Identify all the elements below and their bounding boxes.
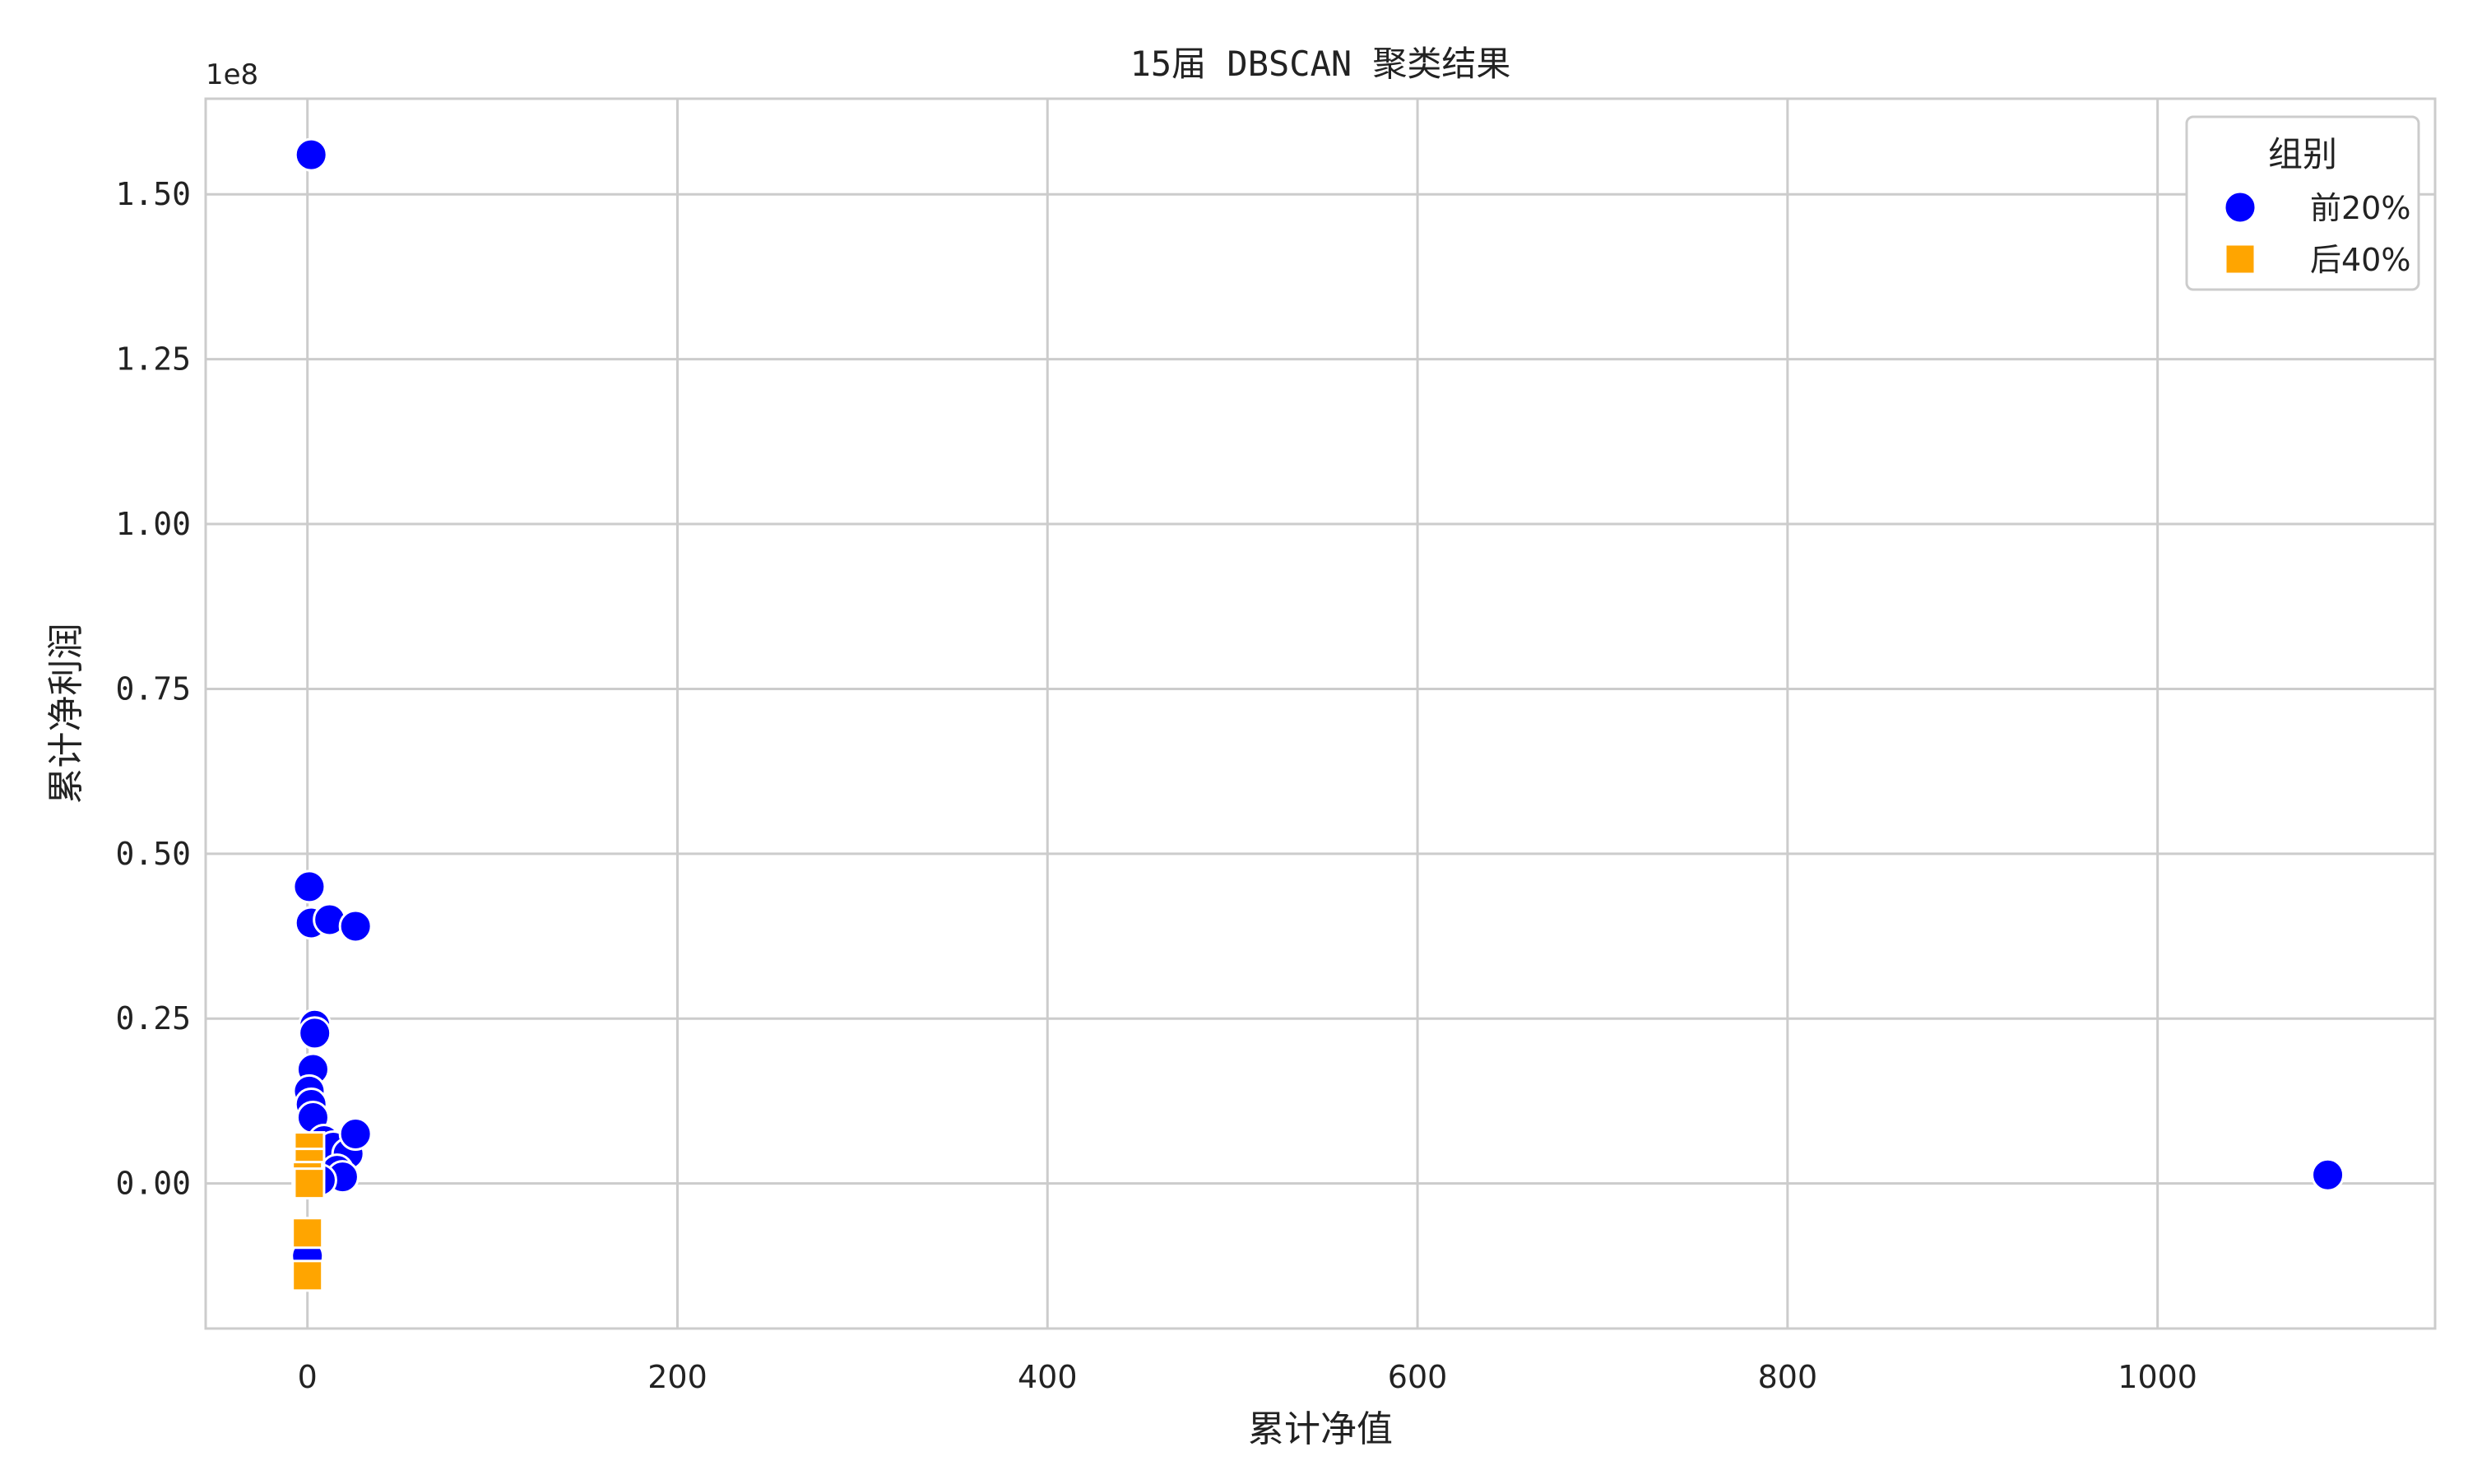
tick-labels: 0 200 400 600 800 1000 0.00 0.25 0.50 0.75 1.00 1.2… bbox=[115, 176, 2197, 1395]
chart-title: 15届 DBSCAN 聚类结果 bbox=[1130, 44, 1511, 84]
x-tick-label: 600 bbox=[1388, 1359, 1448, 1395]
y-axis-offset-label: 1e8 bbox=[206, 58, 258, 91]
y-tick-label: 1.25 bbox=[115, 341, 191, 378]
scatter-point bbox=[291, 1259, 324, 1292]
legend: 组别 前20% 后40% bbox=[2185, 115, 2420, 291]
x-tick-label: 0 bbox=[298, 1359, 318, 1395]
x-tick-label: 400 bbox=[1018, 1359, 1078, 1395]
y-axis-label: 累计净利润 bbox=[45, 624, 87, 805]
scatter-point bbox=[291, 1217, 324, 1250]
scatter-point bbox=[294, 137, 328, 172]
series-bottom40 bbox=[291, 1131, 326, 1292]
y-tick-label: 0.50 bbox=[115, 836, 191, 872]
x-tick-label: 800 bbox=[1758, 1359, 1818, 1395]
legend-label-top20: 前20% bbox=[2310, 190, 2410, 226]
data-points bbox=[290, 137, 2345, 1292]
legend-marker-bottom40 bbox=[2224, 243, 2257, 276]
scatter-point bbox=[293, 1167, 326, 1200]
y-tick-label: 0.75 bbox=[115, 670, 191, 707]
scatter-point bbox=[292, 870, 327, 904]
y-tick-label: 1.50 bbox=[115, 176, 191, 212]
legend-marker-top20 bbox=[2223, 190, 2257, 225]
x-axis-label: 累计净值 bbox=[1248, 1408, 1393, 1450]
y-tick-label: 1.00 bbox=[115, 506, 191, 542]
scatter-point bbox=[298, 1016, 332, 1050]
legend-title: 组别 bbox=[2268, 134, 2337, 174]
y-tick-label: 0.25 bbox=[115, 1000, 191, 1036]
x-tick-label: 1000 bbox=[2118, 1359, 2197, 1395]
grid-lines bbox=[206, 99, 2435, 1329]
x-tick-label: 200 bbox=[647, 1359, 707, 1395]
scatter-point bbox=[338, 1117, 373, 1152]
scatter-point bbox=[338, 909, 373, 944]
plot-frame bbox=[204, 97, 2437, 1330]
scatter-point bbox=[2311, 1157, 2345, 1192]
series-top20 bbox=[290, 137, 2345, 1273]
y-tick-label: 0.00 bbox=[115, 1166, 191, 1202]
legend-label-bottom40: 后40% bbox=[2310, 242, 2410, 278]
